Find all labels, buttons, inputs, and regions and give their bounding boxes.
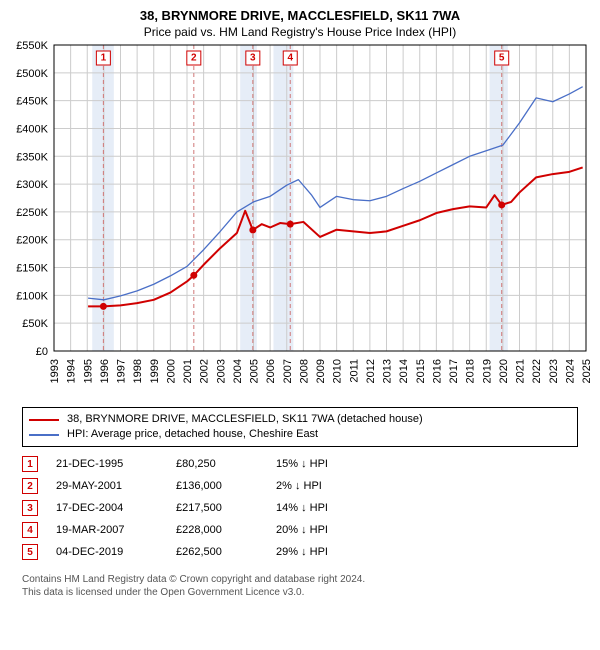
- svg-text:£350K: £350K: [16, 151, 48, 163]
- footer-attribution: Contains HM Land Registry data © Crown c…: [22, 573, 578, 599]
- txn-date: 19-MAR-2007: [56, 524, 176, 536]
- svg-text:2012: 2012: [365, 359, 377, 383]
- svg-text:4: 4: [287, 53, 293, 64]
- svg-text:£400K: £400K: [16, 123, 48, 135]
- footer-line: Contains HM Land Registry data © Crown c…: [22, 573, 578, 586]
- chart-title: 38, BRYNMORE DRIVE, MACCLESFIELD, SK11 7…: [0, 0, 600, 23]
- svg-text:2: 2: [191, 53, 197, 64]
- svg-text:£0: £0: [36, 346, 48, 358]
- svg-text:£50K: £50K: [22, 318, 48, 330]
- txn-price: £262,500: [176, 546, 276, 558]
- svg-text:1996: 1996: [99, 359, 111, 383]
- svg-text:2001: 2001: [182, 359, 194, 383]
- svg-text:2010: 2010: [332, 359, 344, 383]
- svg-text:£100K: £100K: [16, 290, 48, 302]
- svg-text:2023: 2023: [548, 359, 560, 383]
- svg-text:2000: 2000: [165, 359, 177, 383]
- table-row: 2 29-MAY-2001£136,0002% ↓ HPI: [22, 475, 578, 497]
- txn-delta: 20% ↓ HPI: [276, 524, 396, 536]
- txn-price: £136,000: [176, 480, 276, 492]
- txn-marker: 5: [22, 544, 38, 560]
- table-row: 4 19-MAR-2007£228,00020% ↓ HPI: [22, 519, 578, 541]
- svg-text:2020: 2020: [498, 359, 510, 383]
- svg-text:2013: 2013: [382, 359, 394, 383]
- svg-text:2006: 2006: [265, 359, 277, 383]
- svg-text:2007: 2007: [282, 359, 294, 383]
- svg-text:1: 1: [101, 53, 107, 64]
- svg-text:2009: 2009: [315, 359, 327, 383]
- svg-text:2024: 2024: [564, 359, 576, 383]
- svg-text:£150K: £150K: [16, 263, 48, 275]
- txn-date: 29-MAY-2001: [56, 480, 176, 492]
- svg-text:1999: 1999: [149, 359, 161, 383]
- txn-marker: 4: [22, 522, 38, 538]
- chart-subtitle: Price paid vs. HM Land Registry's House …: [0, 23, 600, 39]
- svg-text:2016: 2016: [431, 359, 443, 383]
- txn-marker: 1: [22, 456, 38, 472]
- txn-price: £80,250: [176, 458, 276, 470]
- svg-text:£500K: £500K: [16, 68, 48, 80]
- svg-text:1994: 1994: [66, 359, 78, 383]
- txn-delta: 15% ↓ HPI: [276, 458, 396, 470]
- txn-date: 17-DEC-2004: [56, 502, 176, 514]
- svg-text:2004: 2004: [232, 359, 244, 383]
- chart-svg: £0 £50K £100K £150K £200K £250K £300K £350K £400…: [0, 39, 600, 399]
- svg-text:2022: 2022: [531, 359, 543, 383]
- txn-date: 21-DEC-1995: [56, 458, 176, 470]
- legend: 38, BRYNMORE DRIVE, MACCLESFIELD, SK11 7…: [22, 407, 578, 447]
- svg-text:1998: 1998: [132, 359, 144, 383]
- legend-swatch: [29, 434, 59, 436]
- svg-text:£300K: £300K: [16, 179, 48, 191]
- chart-area: £0 £50K £100K £150K £200K £250K £300K £350K £400…: [0, 39, 600, 399]
- svg-text:2002: 2002: [199, 359, 211, 383]
- svg-text:1997: 1997: [116, 359, 128, 383]
- txn-price: £228,000: [176, 524, 276, 536]
- svg-text:2014: 2014: [398, 359, 410, 383]
- svg-text:2008: 2008: [298, 359, 310, 383]
- footer-line: This data is licensed under the Open Gov…: [22, 586, 578, 599]
- svg-text:2015: 2015: [415, 359, 427, 383]
- svg-text:£550K: £550K: [16, 40, 48, 52]
- txn-marker: 2: [22, 478, 38, 494]
- svg-text:1993: 1993: [49, 359, 61, 383]
- svg-text:2021: 2021: [515, 359, 527, 383]
- svg-text:2019: 2019: [481, 359, 493, 383]
- svg-text:2025: 2025: [581, 359, 593, 383]
- transaction-table: 1 21-DEC-1995£80,25015% ↓ HPI 2 29-MAY-2001…: [22, 453, 578, 563]
- svg-text:2017: 2017: [448, 359, 460, 383]
- svg-text:3: 3: [250, 53, 256, 64]
- legend-label: HPI: Average price, detached house, Ches…: [67, 427, 318, 442]
- txn-delta: 14% ↓ HPI: [276, 502, 396, 514]
- svg-text:2005: 2005: [249, 359, 261, 383]
- txn-marker: 3: [22, 500, 38, 516]
- txn-date: 04-DEC-2019: [56, 546, 176, 558]
- svg-text:£250K: £250K: [16, 207, 48, 219]
- legend-swatch: [29, 419, 59, 421]
- svg-text:2003: 2003: [215, 359, 227, 383]
- svg-text:£450K: £450K: [16, 96, 48, 108]
- svg-text:1995: 1995: [82, 359, 94, 383]
- legend-label: 38, BRYNMORE DRIVE, MACCLESFIELD, SK11 7…: [67, 412, 423, 427]
- svg-text:2018: 2018: [465, 359, 477, 383]
- legend-item: HPI: Average price, detached house, Ches…: [29, 427, 571, 442]
- svg-text:5: 5: [499, 53, 505, 64]
- svg-text:£200K: £200K: [16, 235, 48, 247]
- txn-price: £217,500: [176, 502, 276, 514]
- table-row: 3 17-DEC-2004£217,50014% ↓ HPI: [22, 497, 578, 519]
- table-row: 5 04-DEC-2019£262,50029% ↓ HPI: [22, 541, 578, 563]
- legend-item: 38, BRYNMORE DRIVE, MACCLESFIELD, SK11 7…: [29, 412, 571, 427]
- txn-delta: 29% ↓ HPI: [276, 546, 396, 558]
- svg-text:2011: 2011: [348, 359, 360, 383]
- table-row: 1 21-DEC-1995£80,25015% ↓ HPI: [22, 453, 578, 475]
- txn-delta: 2% ↓ HPI: [276, 480, 396, 492]
